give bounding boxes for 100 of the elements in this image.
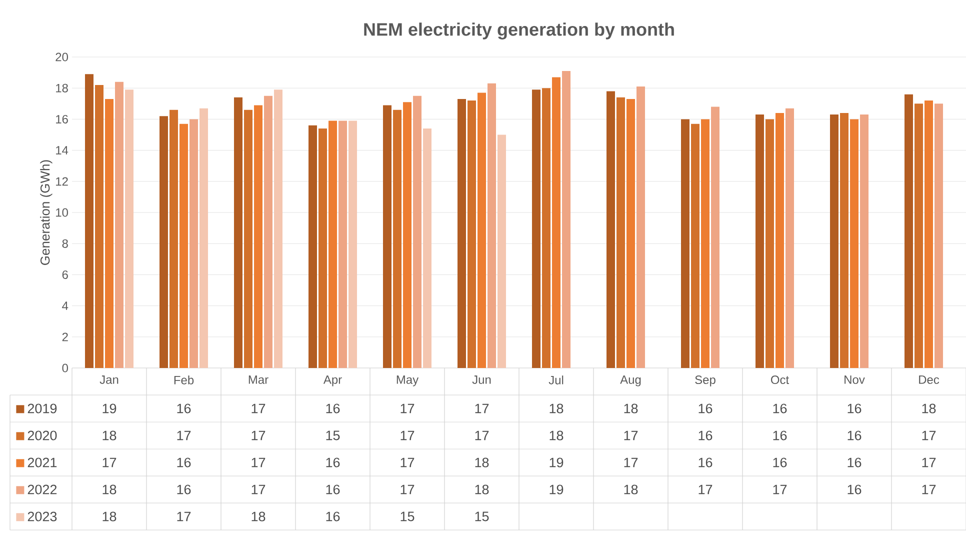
data-label: 17 (252, 430, 266, 440)
bar (274, 90, 282, 368)
x-tick-label: Dec (919, 376, 940, 384)
y-tick-label: 20 (56, 52, 68, 62)
bar (264, 96, 273, 368)
data-label: 16 (848, 484, 862, 494)
bar (498, 134, 506, 368)
y-axis-title: Generation (GWh) (40, 160, 52, 265)
data-label: 17 (624, 458, 638, 468)
data-label: 17 (475, 430, 489, 440)
bar (160, 116, 168, 368)
bar (170, 110, 178, 368)
bar (200, 108, 208, 368)
data-label: 19 (550, 458, 564, 468)
bar (85, 74, 94, 368)
bar (458, 98, 466, 368)
bar (701, 119, 710, 368)
bar (636, 86, 646, 368)
data-label: 17 (102, 458, 116, 468)
y-tick-label: 4 (62, 302, 68, 310)
data-label: 18 (102, 512, 116, 522)
bar (190, 119, 198, 368)
data-label: 18 (550, 430, 564, 440)
y-tick-label: 12 (56, 177, 68, 186)
bar (234, 97, 242, 368)
data-label: 17 (922, 430, 936, 440)
bar (850, 119, 859, 368)
bar (616, 97, 626, 368)
x-tick-label: Sep (695, 376, 716, 386)
bar (904, 94, 914, 368)
data-label: 16 (848, 404, 862, 414)
legend-label: 2020 (28, 430, 57, 440)
data-label: 17 (698, 484, 712, 494)
y-tick-label: 10 (56, 208, 68, 217)
data-label: 18 (475, 484, 489, 494)
data-label: 18 (475, 458, 489, 468)
bar (488, 83, 496, 368)
data-label: 17 (252, 484, 266, 494)
bar (691, 124, 700, 368)
bar (423, 128, 432, 368)
data-label: 16 (698, 458, 712, 468)
bar (860, 114, 869, 368)
bar (542, 88, 551, 368)
data-label: 16 (773, 404, 787, 414)
bar (532, 90, 541, 368)
y-tick-label: 8 (62, 239, 68, 248)
bar (914, 104, 924, 368)
bar (95, 84, 104, 368)
bar (830, 114, 839, 368)
bar (308, 125, 317, 368)
bar (413, 96, 422, 368)
bar (393, 110, 402, 368)
data-label: 16 (326, 404, 340, 414)
bar (606, 91, 616, 368)
y-tick-label: 14 (56, 146, 68, 154)
bar (338, 120, 348, 368)
data-label: 15 (326, 430, 340, 440)
bar (105, 98, 114, 368)
data-label: 17 (177, 512, 191, 522)
data-label: 19 (102, 404, 116, 414)
data-label: 17 (624, 430, 638, 440)
data-label: 17 (475, 404, 489, 414)
legend-label: 2019 (28, 404, 57, 414)
bar (348, 120, 358, 368)
data-label: 18 (922, 404, 936, 414)
bar (328, 120, 337, 368)
data-label: 18 (102, 484, 116, 494)
data-label: 17 (773, 484, 787, 494)
data-label: 16 (326, 512, 340, 522)
bar (244, 110, 253, 368)
data-label: 17 (400, 458, 414, 468)
data-label: 18 (550, 404, 564, 414)
x-tick-label: Jun (472, 376, 491, 384)
x-tick-label: Feb (174, 376, 194, 384)
data-label: 16 (326, 458, 340, 468)
x-tick-label: Nov (844, 376, 865, 384)
data-label: 16 (177, 458, 191, 468)
bar (125, 90, 134, 368)
data-label: 17 (252, 458, 266, 468)
data-label: 15 (475, 512, 489, 522)
data-label: 16 (698, 404, 712, 414)
bar (115, 82, 124, 368)
bar (468, 100, 476, 368)
data-label: 16 (177, 484, 191, 494)
data-label: 18 (102, 430, 116, 440)
data-label: 17 (177, 430, 191, 440)
x-tick-label: Oct (770, 376, 790, 384)
data-label: 17 (922, 458, 936, 468)
bar (934, 104, 944, 368)
data-label: 17 (400, 430, 414, 440)
bar (403, 102, 412, 368)
bar (318, 128, 328, 368)
data-label: 17 (400, 484, 414, 494)
bar (254, 105, 262, 368)
data-label: 18 (252, 512, 266, 522)
bar (383, 105, 392, 368)
bar (840, 112, 849, 368)
data-label: 17 (252, 404, 266, 414)
legend-label: 2022 (28, 484, 57, 494)
data-label: 16 (773, 430, 787, 440)
